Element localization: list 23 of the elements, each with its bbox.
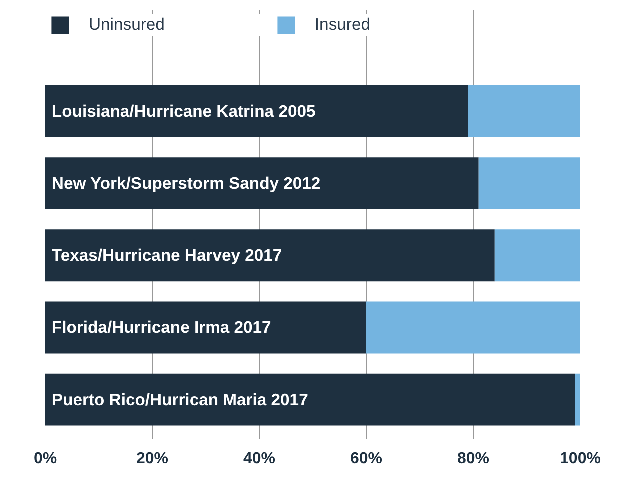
legend-label: Uninsured	[89, 15, 165, 35]
y-tick-label: Louisiana/Hurricane Katrina 2005	[52, 102, 316, 121]
bar	[46, 230, 495, 282]
x-tick-label: 80%	[457, 450, 490, 468]
y-tick-label: Florida/Hurricane Irma 2017	[52, 318, 272, 338]
x-tick-label: 0%	[34, 450, 58, 468]
bar	[46, 85, 468, 138]
x-tick-label: 100%	[560, 450, 601, 468]
bar	[46, 158, 479, 210]
bar	[46, 302, 366, 354]
x-tick-label: 40%	[243, 450, 276, 468]
y-tick-label: New York/Superstorm Sandy 2012	[52, 174, 321, 194]
x-tick-label: 60%	[350, 450, 383, 468]
bar	[478, 158, 580, 210]
bar	[366, 302, 580, 354]
y-tick-label: Puerto Rico/Hurrican Maria 2017	[52, 390, 308, 410]
legend-label: Insured	[314, 15, 370, 35]
bar	[468, 85, 580, 138]
bar	[46, 374, 576, 426]
bar	[494, 230, 580, 282]
bar	[575, 374, 580, 426]
x-tick-label: 20%	[136, 450, 169, 468]
y-tick-label: Texas/Hurricane Harvey 2017	[52, 246, 282, 266]
